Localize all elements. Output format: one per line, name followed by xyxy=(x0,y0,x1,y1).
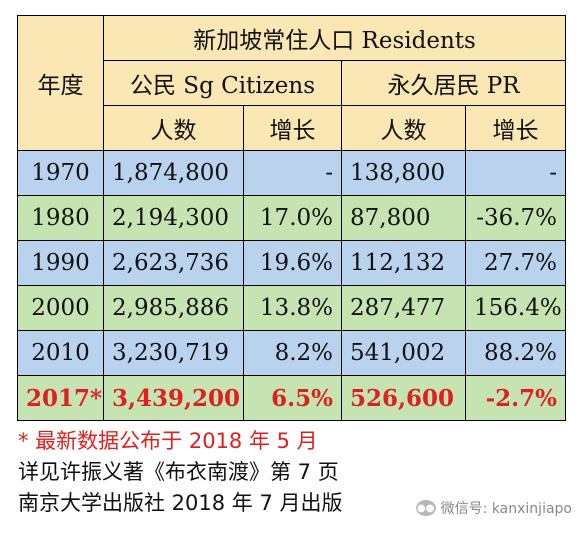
row-pr: 287,477 xyxy=(341,285,466,331)
row-citizens-growth: 8.2% xyxy=(243,330,342,376)
row-year: 2017* xyxy=(17,375,104,421)
table-row: 2000 2,985,886 13.8% 287,477 156.4% xyxy=(17,285,567,331)
watermark-text: 微信号: kanxinjiapo xyxy=(440,501,572,517)
row-citizens: 1,874,800 xyxy=(103,150,244,196)
row-year: 1980 xyxy=(17,195,104,241)
row-pr: 87,800 xyxy=(341,195,466,241)
row-pr-growth: -2.7% xyxy=(464,375,567,421)
row-year: 2000 xyxy=(17,285,104,331)
row-citizens-growth: 19.6% xyxy=(243,240,342,286)
row-pr: 138,800 xyxy=(341,150,466,196)
footnote-publisher: 南京大学出版社 2018 年 7 月出版 xyxy=(18,491,343,515)
row-citizens-growth: 13.8% xyxy=(243,285,342,331)
row-citizens: 3,439,200 xyxy=(103,375,244,421)
row-citizens-growth: 6.5% xyxy=(243,375,342,421)
table-row: 1970 1,874,800 - 138,800 - xyxy=(17,150,567,196)
wechat-icon: ●● xyxy=(415,500,436,516)
row-year: 2010 xyxy=(17,330,104,376)
row-pr-growth: 156.4% xyxy=(464,285,567,331)
row-pr-growth: -36.7% xyxy=(464,195,567,241)
row-citizens: 3,230,719 xyxy=(103,330,244,376)
row-pr: 526,600 xyxy=(341,375,466,421)
row-pr: 541,002 xyxy=(341,330,466,376)
row-citizens-growth: 17.0% xyxy=(243,195,342,241)
watermark: ●● 微信号: kanxinjiapo xyxy=(415,498,572,518)
row-pr-growth: 27.7% xyxy=(464,240,567,286)
row-year: 1970 xyxy=(17,150,104,196)
population-table: 年度 新加坡常住人口 Residents 公民 Sg Citizens 永久居民… xyxy=(17,15,567,421)
row-citizens-growth: - xyxy=(243,150,342,196)
table-row: 1990 2,623,736 19.6% 112,132 27.7% xyxy=(17,240,567,286)
row-citizens: 2,623,736 xyxy=(103,240,244,286)
row-citizens: 2,194,300 xyxy=(103,195,244,241)
header-citizens-people: 人数 xyxy=(103,105,244,151)
footnote-latest-data: * 最新数据公布于 2018 年 5 月 xyxy=(18,429,318,453)
header-pr-people: 人数 xyxy=(341,105,466,151)
row-citizens: 2,985,886 xyxy=(103,285,244,331)
table-row: 2010 3,230,719 8.2% 541,002 88.2% xyxy=(17,330,567,376)
header-pr: 永久居民 PR xyxy=(340,60,567,106)
header-pr-growth: 增长 xyxy=(464,105,567,151)
row-pr: 112,132 xyxy=(341,240,466,286)
header-citizens-growth: 增长 xyxy=(243,105,342,151)
header-year: 年度 xyxy=(17,15,104,151)
row-pr-growth: - xyxy=(464,150,567,196)
footnote-source-book: 详见许振义著《布衣南渡》第 7 页 xyxy=(18,460,339,484)
footnotes: * 最新数据公布于 2018 年 5 月 详见许振义著《布衣南渡》第 7 页 南… xyxy=(18,426,343,519)
row-year: 1990 xyxy=(17,240,104,286)
row-pr-growth: 88.2% xyxy=(464,330,567,376)
table-row: 1980 2,194,300 17.0% 87,800 -36.7% xyxy=(17,195,567,241)
table-row-highlight: 2017* 3,439,200 6.5% 526,600 -2.7% xyxy=(17,375,567,421)
header-residents: 新加坡常住人口 Residents xyxy=(102,15,567,61)
header-citizens: 公民 Sg Citizens xyxy=(103,60,342,106)
